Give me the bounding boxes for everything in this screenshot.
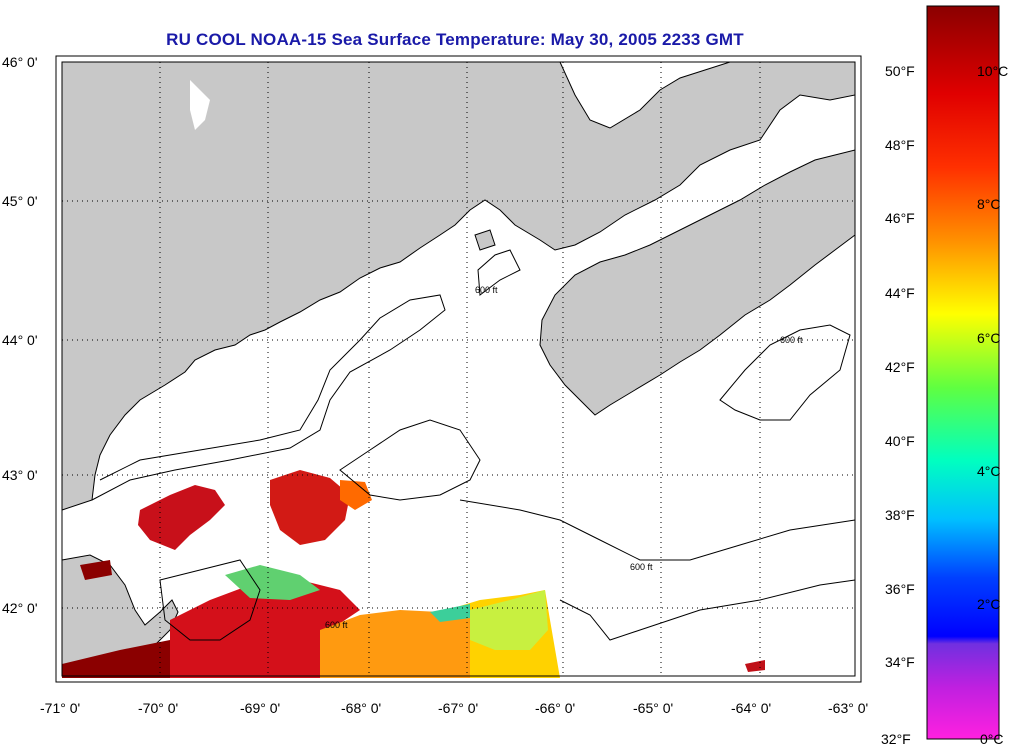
lat-label: 46° 0' bbox=[2, 54, 38, 70]
colorbar-c-label: 2°C bbox=[977, 596, 1001, 612]
contour-600ft-3 bbox=[477, 249, 521, 296]
lon-label: -67° 0' bbox=[438, 700, 478, 716]
colorbar-c-label: 10°C bbox=[977, 63, 1008, 79]
sst-patch-cool bbox=[470, 590, 548, 650]
colorbar-c-label: 4°C bbox=[977, 463, 1001, 479]
lat-label: 43° 0' bbox=[2, 467, 38, 483]
sst-patch-warm-4 bbox=[80, 560, 112, 580]
colorbar-f-label: 44°F bbox=[885, 285, 915, 301]
graticule bbox=[62, 62, 855, 676]
lat-label: 42° 0' bbox=[2, 600, 38, 616]
lon-label: -65° 0' bbox=[633, 700, 673, 716]
sst-patch-warm-2 bbox=[270, 470, 350, 545]
contour-600ft-5 bbox=[559, 579, 856, 641]
contour-600ft-1 bbox=[91, 294, 446, 501]
colorbar-f-label: 50°F bbox=[885, 63, 915, 79]
lat-label: 45° 0' bbox=[2, 193, 38, 209]
colorbar-f-label: 40°F bbox=[885, 433, 915, 449]
sst-patch-warm-6 bbox=[320, 605, 470, 678]
contour-600ft-4 bbox=[459, 499, 856, 561]
colorbar-c-label: 0°C bbox=[980, 731, 1004, 747]
sst-patch-warm-1 bbox=[138, 485, 225, 550]
contour-label: 600 ft bbox=[630, 562, 653, 572]
land-nova-scotia bbox=[539, 149, 856, 416]
lon-label: -69° 0' bbox=[240, 700, 280, 716]
lon-label: -68° 0' bbox=[341, 700, 381, 716]
sst-patch-warm-8 bbox=[745, 660, 765, 672]
contour-label: 600 ft bbox=[475, 285, 498, 295]
lon-label: -64° 0' bbox=[731, 700, 771, 716]
land-maine bbox=[61, 61, 856, 511]
chart-title: RU COOL NOAA-15 Sea Surface Temperature:… bbox=[166, 30, 744, 49]
lon-label: -71° 0' bbox=[40, 700, 80, 716]
colorbar-f-label: 42°F bbox=[885, 359, 915, 375]
colorbar-f-label: 36°F bbox=[885, 581, 915, 597]
colorbar-f-label: 34°F bbox=[885, 654, 915, 670]
sst-patch-teal bbox=[430, 604, 470, 622]
lon-label: -70° 0' bbox=[138, 700, 178, 716]
lat-label: 44° 0' bbox=[2, 332, 38, 348]
contour-600ft-6 bbox=[719, 324, 851, 421]
contour-label: 600 ft bbox=[325, 620, 348, 630]
lon-label: -63° 0' bbox=[828, 700, 868, 716]
colorbar-f-label: 46°F bbox=[885, 210, 915, 226]
sst-patch-warm-5 bbox=[170, 580, 360, 678]
sst-patch-warm-7 bbox=[62, 640, 170, 678]
island-1 bbox=[474, 229, 496, 251]
lake-1 bbox=[190, 80, 210, 130]
sst-patch-warm-3 bbox=[340, 480, 372, 510]
contour-600ft-7 bbox=[159, 559, 261, 641]
lon-label: -66° 0' bbox=[535, 700, 575, 716]
colorbar-c-label: 6°C bbox=[977, 330, 1001, 346]
contour-label: 600 ft bbox=[780, 335, 803, 345]
colorbar-c-label: 8°C bbox=[977, 196, 1001, 212]
colorbar-f-label: 32°F bbox=[881, 731, 911, 747]
colorbar-f-label: 38°F bbox=[885, 507, 915, 523]
contour-600ft-2 bbox=[339, 419, 481, 501]
colorbar-f-label: 48°F bbox=[885, 137, 915, 153]
colorbar bbox=[926, 5, 1000, 740]
